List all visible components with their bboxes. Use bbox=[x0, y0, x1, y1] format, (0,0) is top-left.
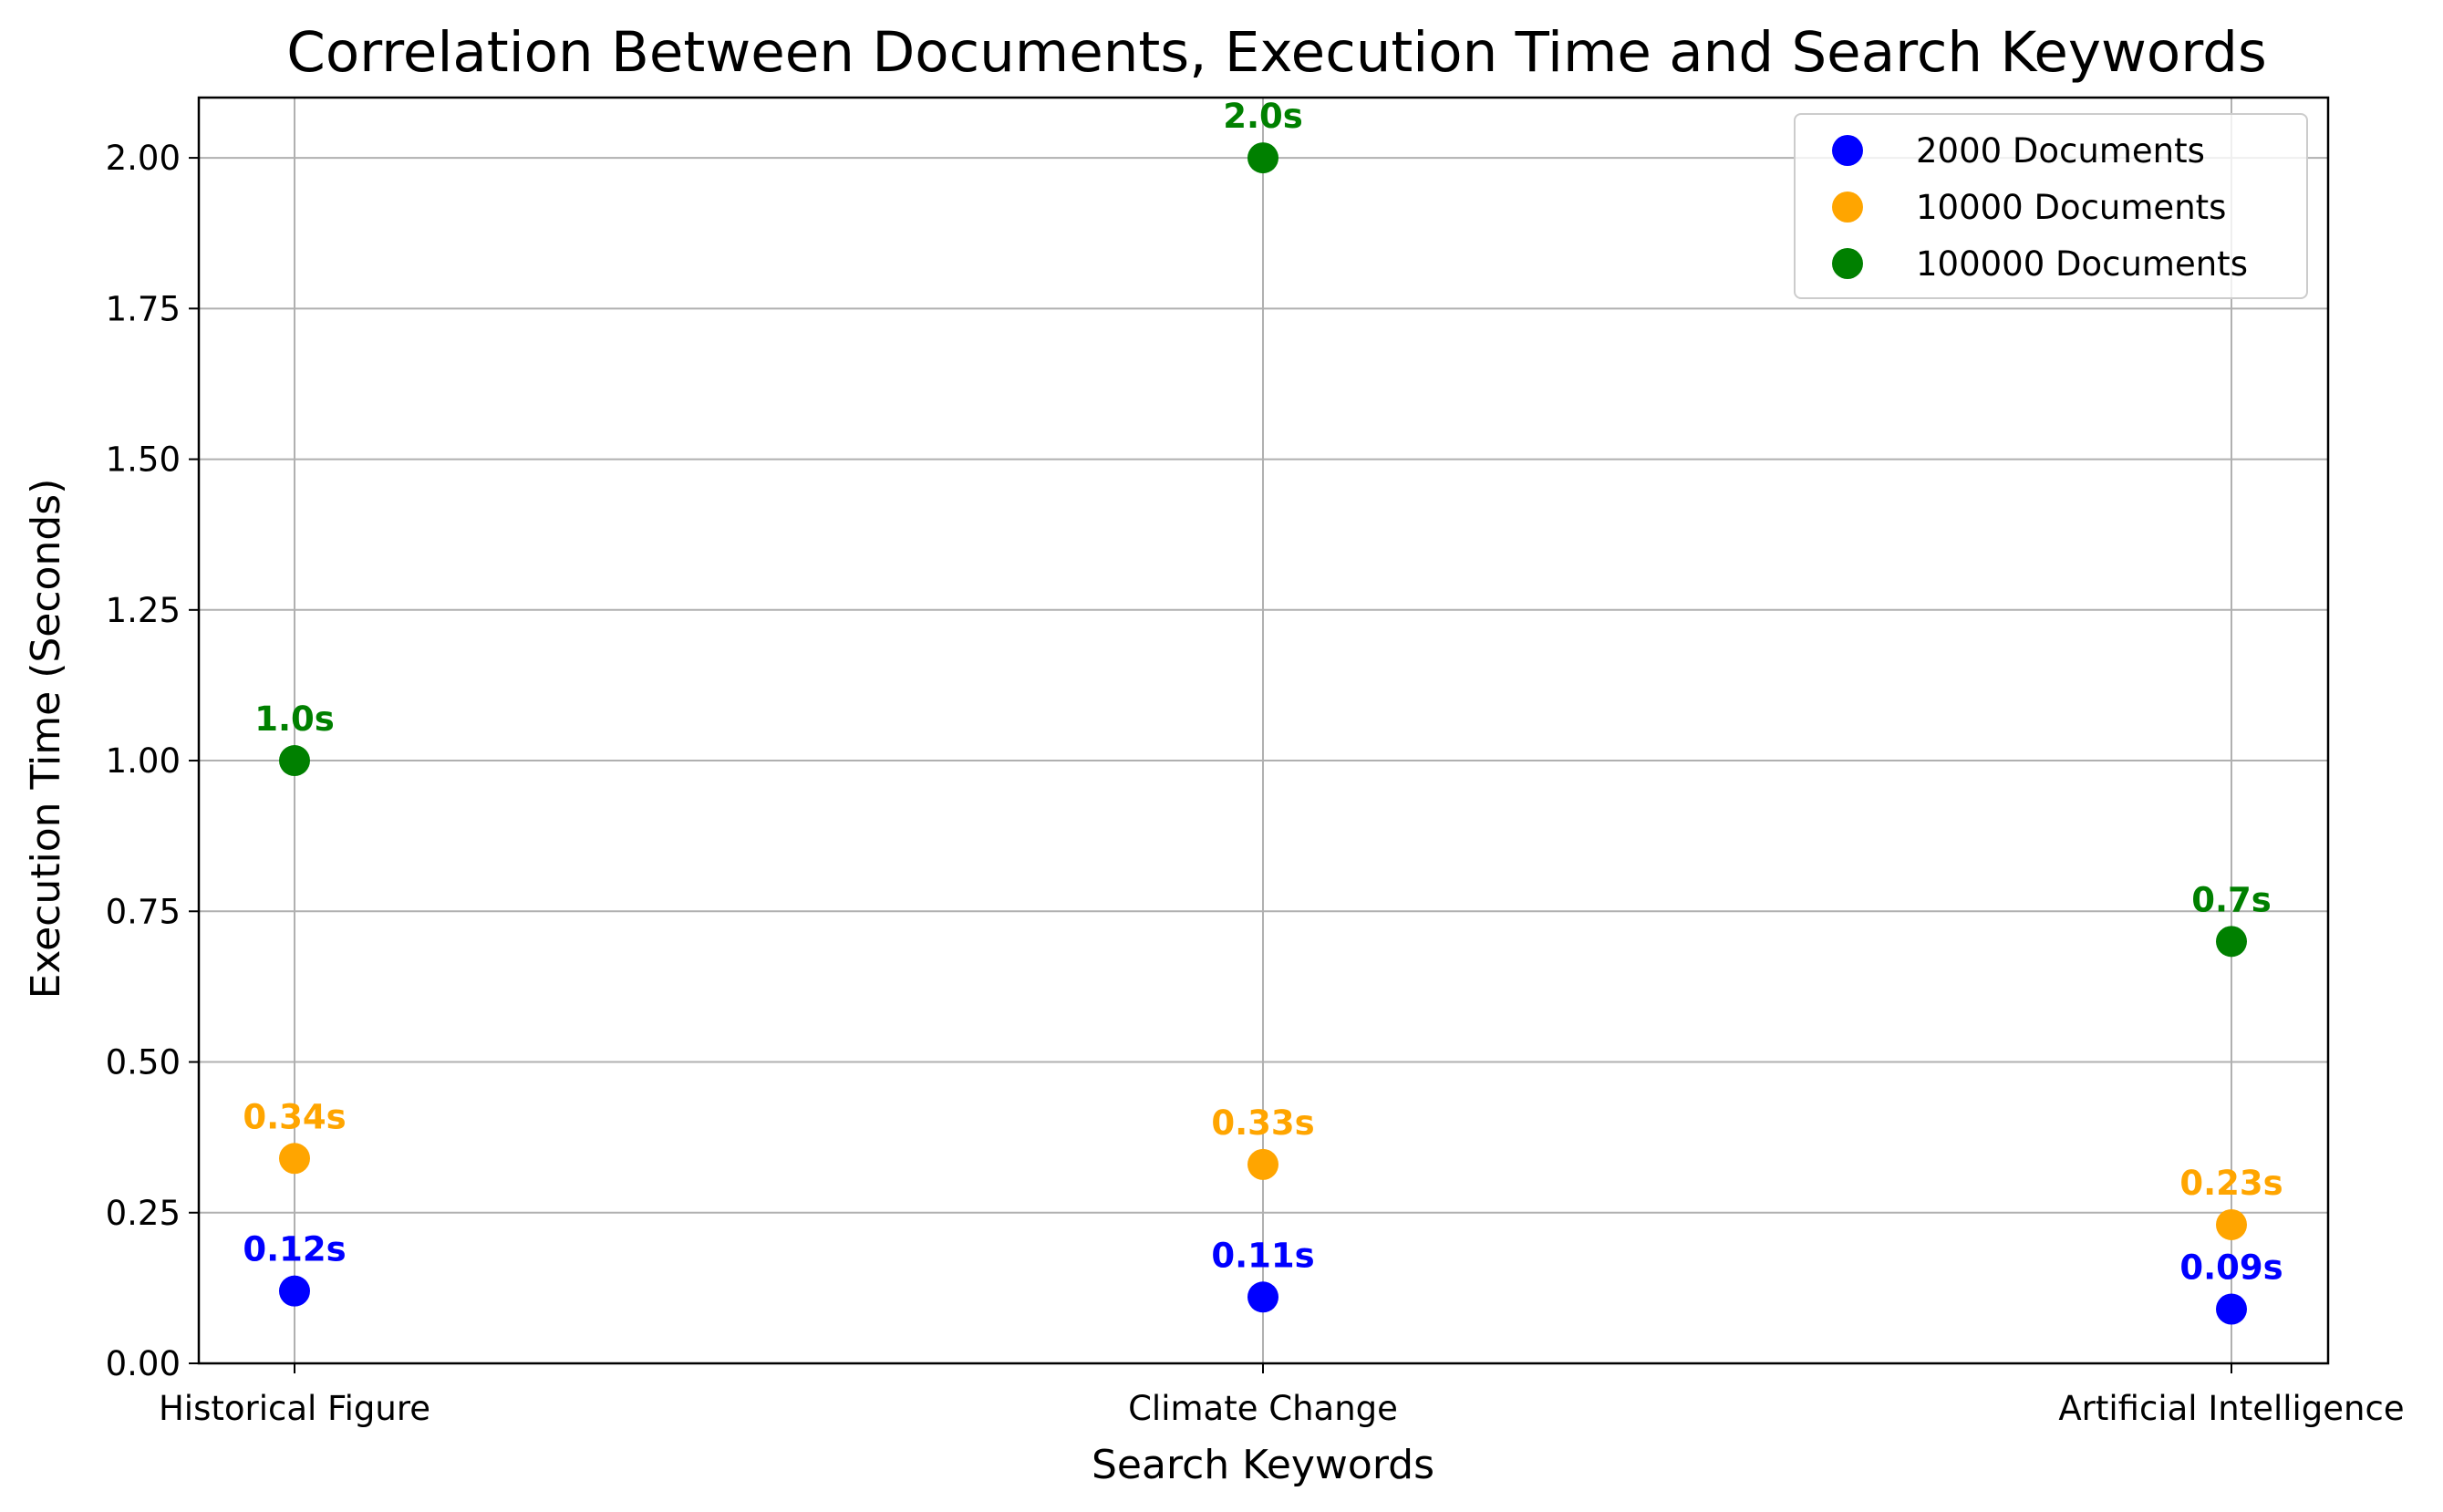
data-label: 0.09s bbox=[2179, 1248, 2283, 1288]
data-label: 1.0s bbox=[254, 699, 335, 739]
data-point bbox=[279, 745, 310, 777]
y-tick-label: 0.50 bbox=[106, 1043, 181, 1082]
legend-marker bbox=[1832, 248, 1863, 279]
y-tick-label: 1.75 bbox=[106, 289, 181, 328]
data-label: 0.33s bbox=[1211, 1103, 1314, 1143]
y-tick-label: 0.00 bbox=[106, 1344, 181, 1383]
plot-frame bbox=[197, 96, 2330, 1365]
data-label: 0.7s bbox=[2191, 880, 2272, 919]
data-label: 0.23s bbox=[2179, 1164, 2283, 1203]
data-label: 0.11s bbox=[1211, 1236, 1314, 1275]
axes-layer: 0.00 0.25 0.50 0.75 1.00 1.25 1.50 1.75 2.00 Hist… bbox=[106, 96, 2405, 1428]
data-label: 2.0s bbox=[1223, 97, 1303, 136]
y-tick-label: 1.00 bbox=[106, 741, 181, 781]
data-label: 0.12s bbox=[243, 1230, 346, 1269]
data-point bbox=[2216, 1208, 2247, 1240]
data-point bbox=[2216, 1293, 2247, 1325]
y-tick-label: 0.25 bbox=[106, 1194, 181, 1233]
y-tick-label: 2.00 bbox=[106, 139, 181, 178]
marks-layer bbox=[279, 142, 2247, 1325]
legend: 2000 Documents 10000 Documents 100000 Docu… bbox=[1794, 113, 2308, 299]
y-axis-label: Execution Time (Seconds) bbox=[23, 479, 69, 999]
legend-box bbox=[1794, 113, 2308, 299]
legend-label: 10000 Documents bbox=[1916, 188, 2226, 227]
x-tick-label: Artificial Intelligence bbox=[2058, 1389, 2404, 1428]
data-labels-layer: 0.12s 0.11s 0.09s 0.34s 0.33s 0.23s 1.0s 2.0s 0.… bbox=[243, 97, 2283, 1287]
x-tick-label: Historical Figure bbox=[159, 1389, 430, 1428]
legend-marker bbox=[1832, 135, 1863, 166]
data-point bbox=[1247, 1148, 1278, 1180]
x-axis-label: Search Keywords bbox=[1092, 1442, 1434, 1488]
data-point bbox=[279, 1143, 310, 1175]
data-label: 0.34s bbox=[243, 1097, 346, 1136]
legend-marker bbox=[1832, 192, 1863, 223]
data-point bbox=[1247, 142, 1278, 174]
legend-label: 2000 Documents bbox=[1916, 131, 2205, 171]
data-point bbox=[2216, 926, 2247, 958]
chart-title: Correlation Between Documents, Execution… bbox=[286, 20, 2266, 85]
data-point bbox=[1247, 1281, 1278, 1313]
data-point bbox=[279, 1275, 310, 1307]
x-tick-label: Climate Change bbox=[1128, 1389, 1398, 1428]
y-tick-label: 1.50 bbox=[106, 440, 181, 480]
y-tick-label: 1.25 bbox=[106, 591, 181, 630]
legend-label: 100000 Documents bbox=[1916, 244, 2248, 284]
y-tick-label: 0.75 bbox=[106, 892, 181, 931]
